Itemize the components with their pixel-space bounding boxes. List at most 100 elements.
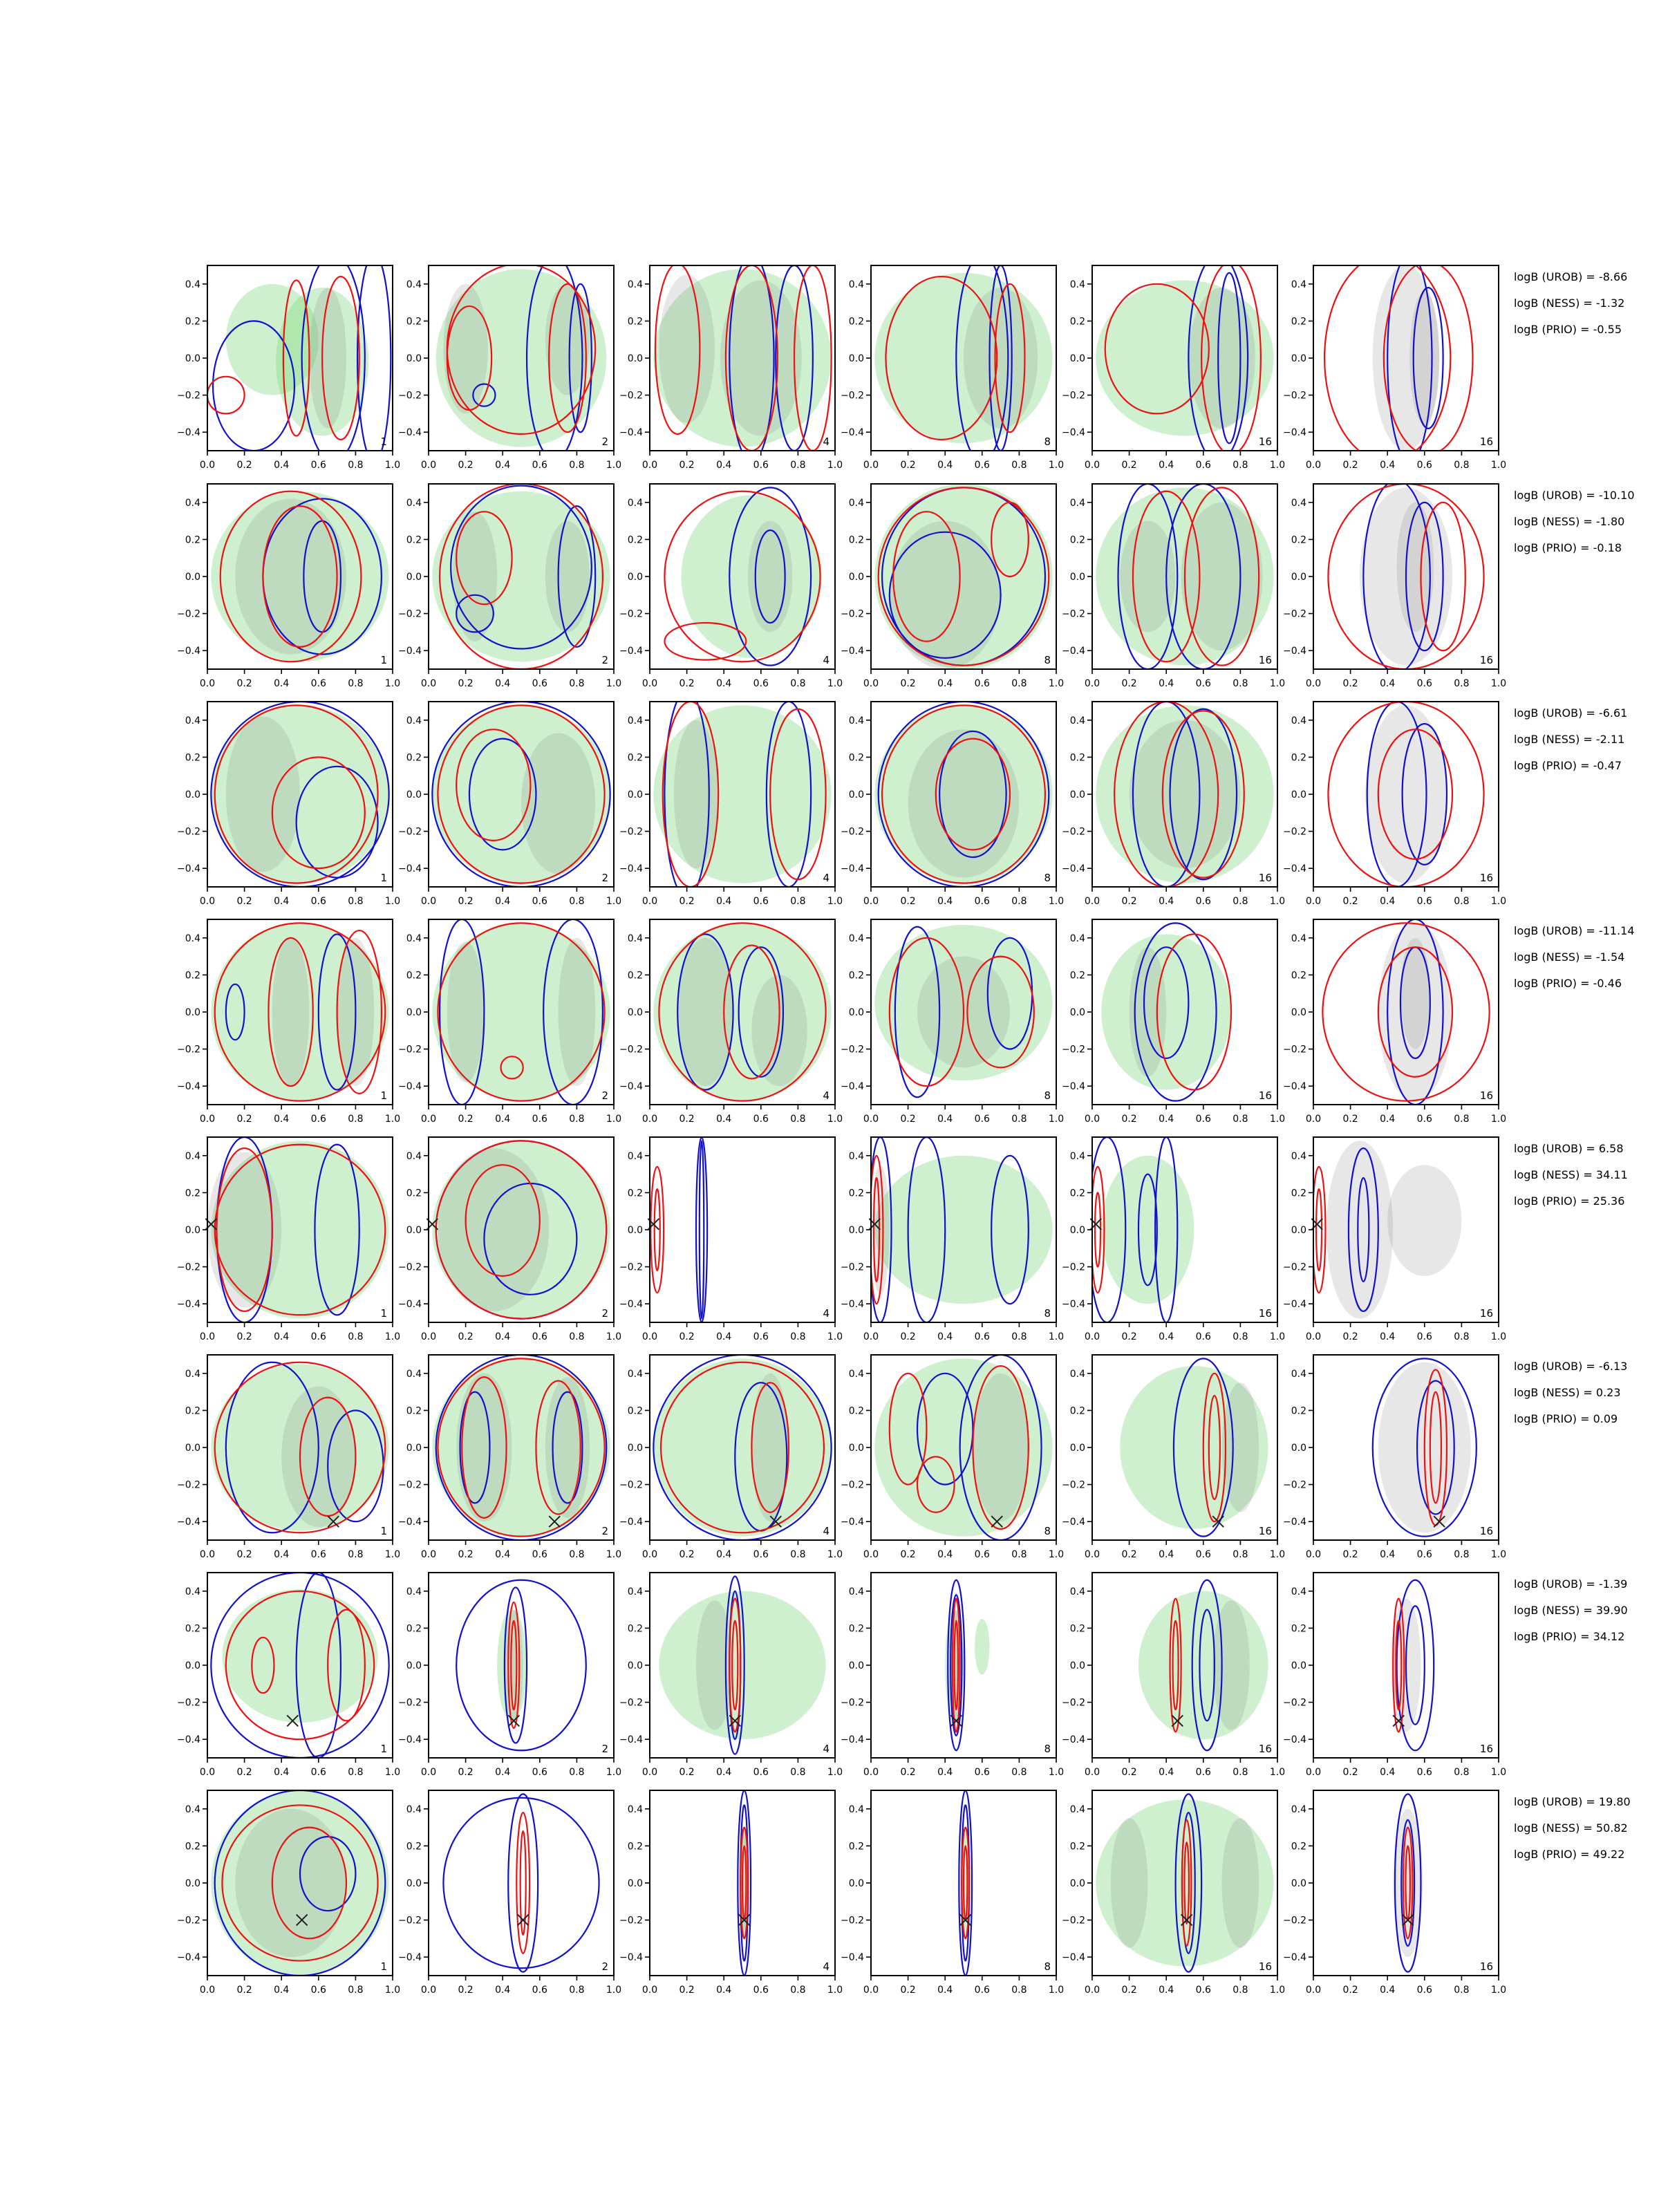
x-tick-label: 0.4	[937, 460, 953, 471]
y-tick-label: 0.2	[849, 534, 864, 545]
blue-contour	[947, 1579, 966, 1752]
blue-contour	[507, 1793, 539, 1973]
y-tick-label: 0.2	[628, 970, 643, 981]
x-tick-label: 0.8	[1232, 1985, 1248, 1996]
logb-stat: logB (UROB) = 19.80	[1514, 1795, 1631, 1808]
gray-density-region	[1387, 1165, 1462, 1276]
green-density-region	[1096, 705, 1274, 883]
y-tick-label: 0.2	[1070, 316, 1085, 327]
x-tick-label: 0.6	[1417, 460, 1432, 471]
logb-stat: logB (NESS) = 39.90	[1514, 1604, 1628, 1617]
gray-density-region	[1409, 291, 1440, 425]
y-tick-label: 0.2	[406, 1623, 422, 1634]
y-tick-label: 0.4	[406, 715, 422, 727]
x-tick-label: 0.8	[1454, 1549, 1469, 1560]
blue-contour	[754, 529, 786, 624]
x-tick-label: 0.6	[532, 678, 547, 689]
panel-plot-area	[958, 1790, 973, 1976]
panel-plot-area	[1324, 265, 1474, 451]
x-tick-label: 0.2	[900, 1985, 915, 1996]
y-tick-label: −0.4	[841, 427, 864, 438]
y-tick-label: 0.2	[849, 1841, 864, 1852]
green-density-region	[432, 923, 610, 1101]
y-tick-label: −0.4	[619, 427, 643, 438]
y-tick-label: 0.4	[1291, 279, 1306, 290]
panel-column-label: 1	[380, 1960, 387, 1973]
x-tick-label: 0.2	[1342, 460, 1358, 471]
x-tick-label: 0.2	[1121, 1549, 1136, 1560]
y-tick-label: 0.2	[185, 752, 200, 763]
y-tick-label: −0.4	[177, 1734, 200, 1745]
x-tick-label: 0.2	[900, 896, 915, 907]
panel-r1-c3: 0.0 0.2 0.4 0.6 0.8 1.0 0.4 0.2 0.0 −0.2 −0.4 4	[619, 265, 843, 471]
gray-density-region	[558, 937, 596, 1087]
x-tick-label: 0.6	[1417, 1114, 1432, 1125]
gray-density-region	[1212, 1600, 1250, 1730]
red-contour	[961, 1826, 971, 1940]
y-tick-label: 0.4	[1291, 1586, 1306, 1597]
red-contour	[1327, 702, 1485, 887]
panel-r5-c6: 0.0 0.2 0.4 0.6 0.8 1.0 0.4 0.2 0.0 −0.2 −0.4 16	[1283, 1136, 1506, 1342]
green-density-region	[1120, 1366, 1268, 1529]
panel-plot-area	[874, 1355, 1053, 1540]
green-density-region	[874, 272, 1053, 444]
x-tick-label: 1.0	[1491, 1985, 1506, 1996]
blue-contour	[568, 283, 592, 433]
x-tick-label: 0.6	[532, 1114, 547, 1125]
panel-r8-c4: 0.0 0.2 0.4 0.6 0.8 1.0 0.4 0.2 0.0 −0.2 −0.4 8	[841, 1790, 1064, 1996]
y-tick-label: −0.2	[1283, 1044, 1306, 1056]
x-tick-label: 0.4	[937, 896, 953, 907]
x-tick-label: 0.8	[790, 1114, 805, 1125]
red-contour	[548, 283, 587, 433]
blue-contour	[950, 1594, 963, 1736]
x-tick-label: 0.4	[1159, 1331, 1174, 1342]
panel-column-label: 8	[1044, 1743, 1051, 1755]
x-tick-label: 0.0	[200, 896, 215, 907]
x-tick-label: 0.6	[975, 896, 990, 907]
blue-contour	[1366, 702, 1427, 887]
x-tick-label: 0.0	[1306, 896, 1321, 907]
panel-plot-area	[1096, 1793, 1274, 1973]
x-tick-label: 0.6	[753, 1549, 769, 1560]
y-tick-label: 0.0	[849, 572, 864, 583]
panel-plot-area	[874, 265, 1053, 451]
panel-r5-c3: 0.0 0.2 0.4 0.6 0.8 1.0 0.4 0.2 0.0 −0.2 −0.4 4	[619, 1136, 843, 1342]
red-contour	[1114, 702, 1219, 887]
y-tick-label: 0.0	[628, 1443, 643, 1454]
gray-density-region	[1378, 923, 1452, 1101]
y-tick-label: 0.0	[185, 1443, 200, 1454]
x-tick-label: 0.2	[458, 1331, 473, 1342]
y-tick-label: 0.4	[185, 1804, 200, 1815]
y-tick-label: 0.0	[406, 1225, 422, 1236]
x-tick-label: 0.4	[495, 1114, 510, 1125]
blue-contour	[958, 1790, 973, 1976]
y-tick-label: 0.0	[185, 1878, 200, 1889]
x-tick-label: 0.8	[790, 460, 805, 471]
y-tick-label: 0.2	[185, 1841, 200, 1852]
x-tick-label: 0.4	[495, 1549, 510, 1560]
panel-column-label: 16	[1259, 1307, 1272, 1320]
red-contour	[1181, 1819, 1192, 1947]
y-tick-label: 0.0	[185, 353, 200, 364]
x-tick-label: 0.8	[790, 678, 805, 689]
logb-stat: logB (NESS) = 50.82	[1514, 1821, 1628, 1835]
y-tick-label: 0.0	[406, 572, 422, 583]
x-tick-label: 0.2	[679, 1767, 694, 1778]
y-tick-label: −0.2	[841, 827, 864, 838]
y-tick-label: −0.4	[1283, 1952, 1306, 1963]
blue-contour	[1217, 272, 1241, 444]
x-tick-label: 0.2	[458, 1549, 473, 1560]
panel-column-label: 8	[1044, 1089, 1051, 1102]
y-tick-label: 0.0	[1070, 572, 1085, 583]
gray-density-region	[677, 937, 733, 1087]
y-tick-label: −0.4	[841, 1517, 864, 1528]
x-tick-label: 0.2	[458, 1985, 473, 1996]
y-tick-label: 0.4	[849, 933, 864, 944]
red-contour	[658, 922, 827, 1102]
x-tick-label: 0.0	[642, 1331, 657, 1342]
true-value-marker	[1171, 1714, 1183, 1727]
blue-contour	[1132, 702, 1201, 887]
y-tick-label: 0.4	[406, 1369, 422, 1380]
panel-column-label: 1	[380, 654, 387, 666]
gray-density-region	[235, 1808, 346, 1958]
